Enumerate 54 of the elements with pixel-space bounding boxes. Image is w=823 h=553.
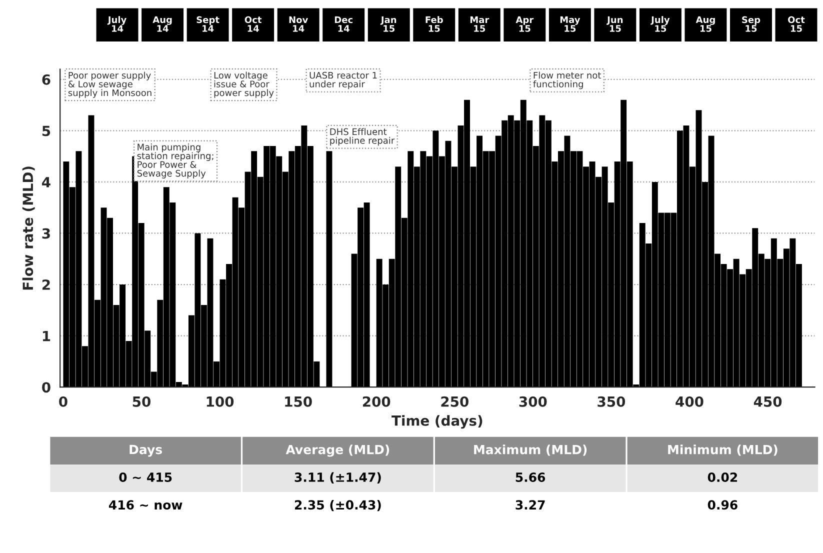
- y-tick-label: 0: [42, 382, 50, 393]
- text: Average (MLD): [286, 444, 390, 457]
- text: July 15: [650, 16, 670, 32]
- annotation: Main pumping station repairing; Poor Power & Sewage Supply: [137, 143, 214, 178]
- text: Aug 15: [696, 16, 715, 32]
- text: Dec 14: [334, 16, 352, 32]
- text: 0 ~ 415: [119, 472, 172, 482]
- text: Jun 15: [606, 16, 623, 32]
- x-tick-label: 0: [59, 396, 68, 407]
- text: 416 ~ now: [108, 500, 182, 510]
- text: Oct 14: [244, 16, 262, 32]
- x-tick-label: 150: [285, 396, 312, 407]
- text: Days: [130, 444, 162, 457]
- y-tick-label: 2: [42, 279, 50, 290]
- x-tick-label: 350: [598, 396, 626, 407]
- y-tick-label: 6: [42, 74, 50, 85]
- y-tick-label: 5: [42, 126, 50, 136]
- text: 3.11 (±1.47): [294, 472, 381, 484]
- text: 3.27: [516, 500, 545, 510]
- annotation: Flow meter not functioning: [533, 72, 602, 90]
- y-tick-label: 3: [42, 228, 50, 239]
- text: Feb 15: [426, 16, 443, 32]
- annotation: DHS Effluent pipeline repair: [330, 128, 395, 146]
- x-tick-label: 450: [754, 396, 782, 407]
- text: Maximum (MLD): [474, 444, 587, 456]
- text: 2.35 (±0.43): [294, 500, 381, 512]
- text: Minimum (MLD): [668, 444, 778, 456]
- text: Jan 15: [380, 16, 396, 32]
- y-axis-title: Flow rate (MLD): [22, 166, 35, 290]
- text: Aug 14: [152, 16, 172, 32]
- text: Apr 15: [516, 16, 534, 32]
- y-tick-label: 4: [42, 177, 50, 188]
- text: July 14: [107, 16, 126, 32]
- text: 0.02: [708, 472, 738, 482]
- x-tick-label: 400: [676, 396, 704, 407]
- y-tick-label: 1: [42, 330, 50, 342]
- x-tick-label: 250: [441, 396, 468, 407]
- text: 5.66: [516, 472, 546, 482]
- bar: [326, 151, 332, 388]
- x-tick-label: 200: [362, 396, 390, 407]
- text: 0.96: [708, 500, 738, 510]
- text: Oct 15: [788, 16, 805, 32]
- text: Sep 15: [742, 16, 760, 32]
- x-axis-title: Time (days): [392, 415, 482, 429]
- text: May 15: [560, 16, 580, 32]
- x-tick-label: 50: [132, 396, 150, 407]
- annotation: UASB reactor 1 under repair: [310, 72, 377, 90]
- text: Sept 14: [196, 16, 220, 32]
- x-tick-label: 300: [519, 396, 547, 407]
- text: Mar 15: [470, 16, 490, 32]
- x-tick-label: 100: [206, 396, 234, 407]
- text: Nov 14: [289, 16, 308, 32]
- annotation: Poor power supply & Low sewage supply in Monsoon: [68, 72, 152, 98]
- annotation: Low voltage issue & Poor power supply: [214, 72, 274, 98]
